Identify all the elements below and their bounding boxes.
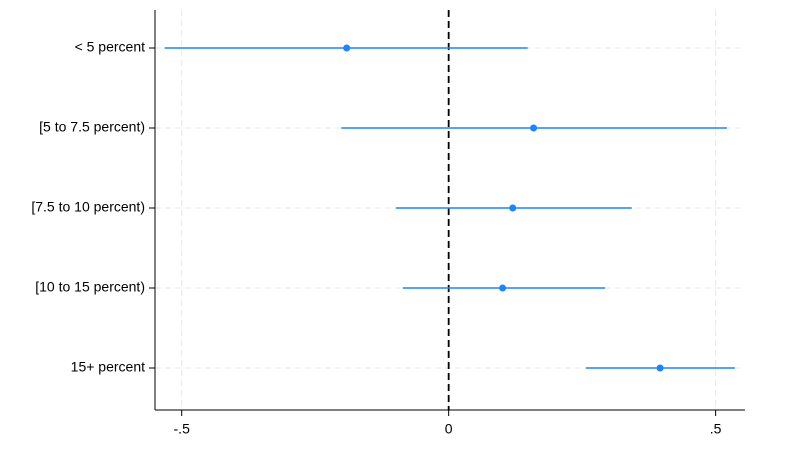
estimate-point bbox=[509, 204, 517, 212]
estimate-point bbox=[656, 364, 664, 372]
x-tick-label: 0 bbox=[445, 421, 453, 437]
estimate-point bbox=[499, 284, 507, 292]
y-tick-label: < 5 percent bbox=[75, 39, 146, 55]
x-tick-label: -.5 bbox=[174, 421, 191, 437]
y-tick-label: [7.5 to 10 percent) bbox=[31, 199, 145, 215]
estimate-point bbox=[530, 124, 538, 132]
y-tick-label: 15+ percent bbox=[71, 359, 145, 375]
y-tick-label: [5 to 7.5 percent) bbox=[39, 119, 145, 135]
y-tick-label: [10 to 15 percent) bbox=[35, 279, 145, 295]
x-tick-label: .5 bbox=[710, 421, 722, 437]
estimate-point bbox=[343, 44, 351, 52]
